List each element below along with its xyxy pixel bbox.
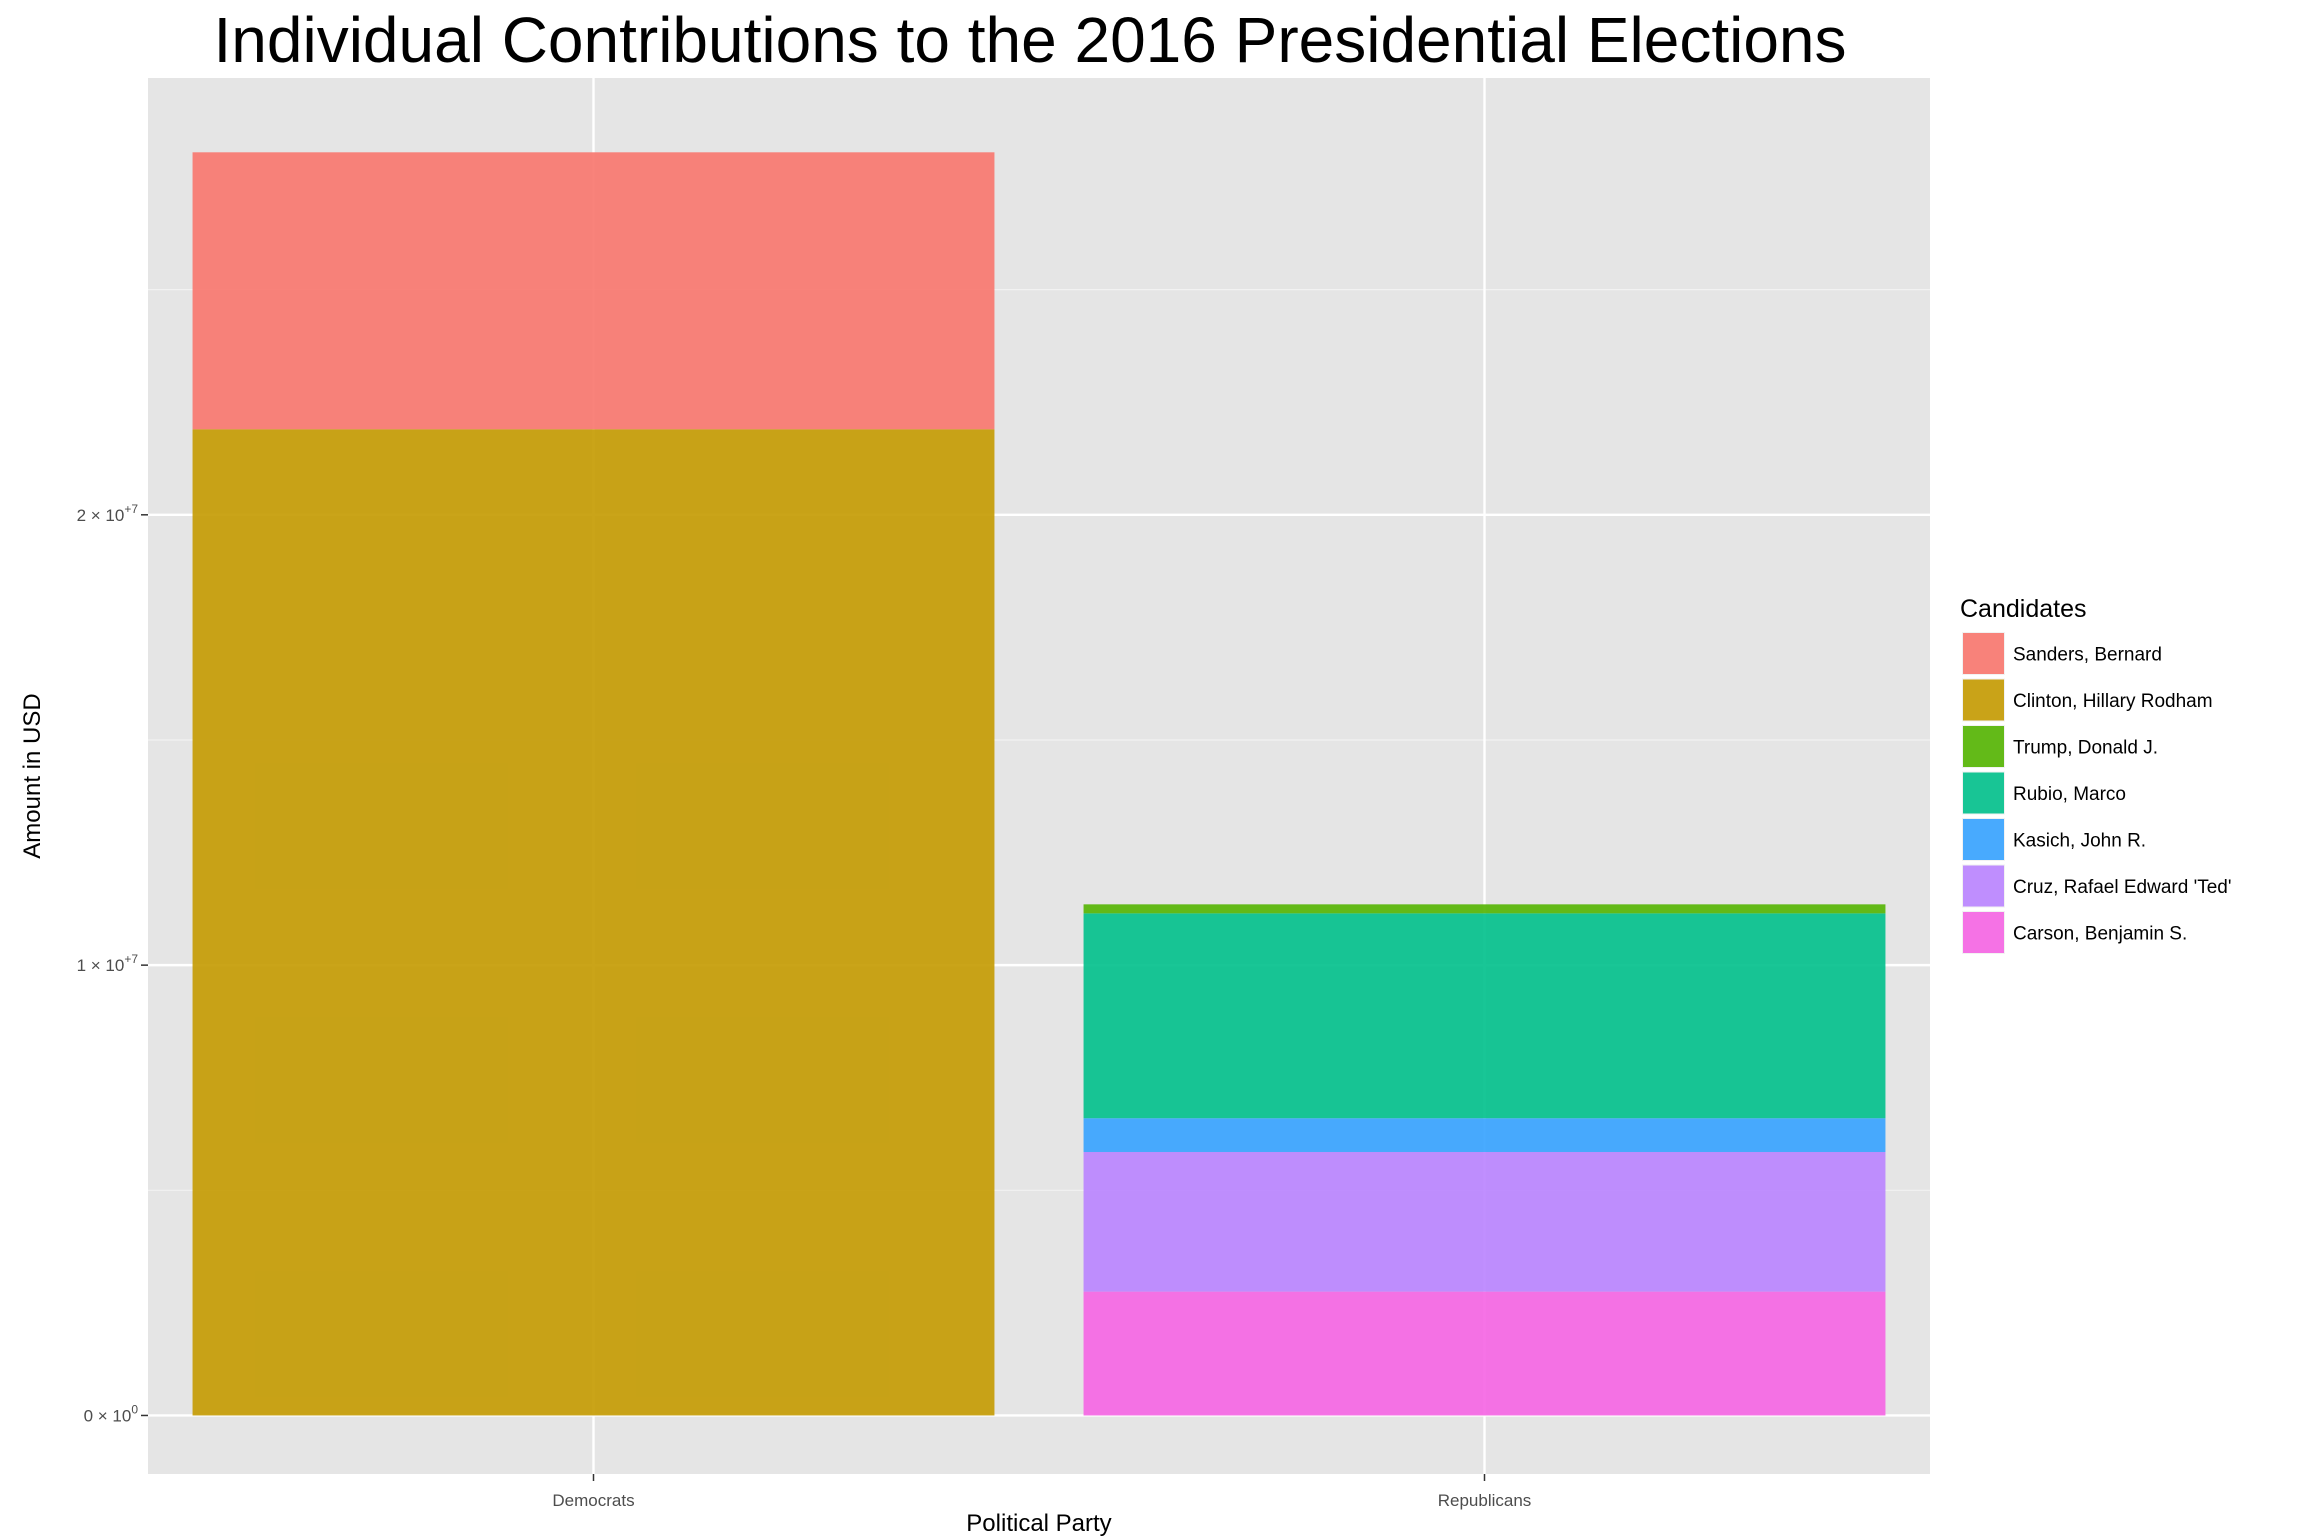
legend-swatch-6 [1963,912,2004,953]
bar-segment-democrats-5 [192,429,995,1416]
x-axis: Democrats Republicans [552,1474,1531,1510]
y-tick-label-0: 0 × 100 [84,1402,139,1425]
legend-label-2: Trump, Donald J. [2013,738,2158,759]
legend-title: Candidates [1960,595,2086,623]
bar-segment-republicans-1 [1083,1152,1886,1292]
legend-swatch-5 [1963,865,2004,907]
y-axis-title: Amount in USD [19,693,46,858]
y-tick-label-2: 2 × 10+7 [77,502,139,525]
bar-segment-republicans-4 [1083,904,1886,914]
x-tick-label-republicans: Republicans [1438,1491,1532,1510]
x-tick-label-democrats: Democrats [552,1491,634,1510]
chart-title: Individual Contributions to the 2016 Pre… [214,4,1847,76]
y-tick-label-1: 1 × 10+7 [77,952,139,975]
legend-swatch-1 [1963,679,2004,721]
bar-segment-republicans-3 [1083,913,1886,1119]
legend-label-0: Sanders, Bernard [2013,645,2162,666]
legend-swatch-0 [1963,633,2004,674]
bar-segment-republicans-0 [1083,1291,1886,1416]
legend-swatch-3 [1963,772,2004,814]
y-axis: 0 × 100 1 × 10+7 2 × 10+7 [77,502,148,1425]
bars [192,152,1886,1416]
legend-label-3: Rubio, Marco [2013,784,2126,805]
legend-label-1: Clinton, Hillary Rodham [2013,691,2213,712]
legend-swatch-4 [1963,819,2004,860]
legend-label-6: Carson, Benjamin S. [2013,924,2187,945]
x-axis-title: Political Party [966,1510,1111,1536]
bar-segment-democrats-6 [192,152,995,430]
bar-segment-republicans-2 [1083,1118,1886,1153]
legend-items: Sanders, Bernard Clinton, Hillary Rodham T… [1962,632,2231,954]
legend: Candidates Sanders, Bernard Clinton, Hill… [1960,595,2231,954]
legend-label-4: Kasich, John R. [2013,831,2146,852]
legend-swatch-2 [1963,726,2004,767]
legend-label-5: Cruz, Rafael Edward 'Ted' [2013,877,2231,898]
